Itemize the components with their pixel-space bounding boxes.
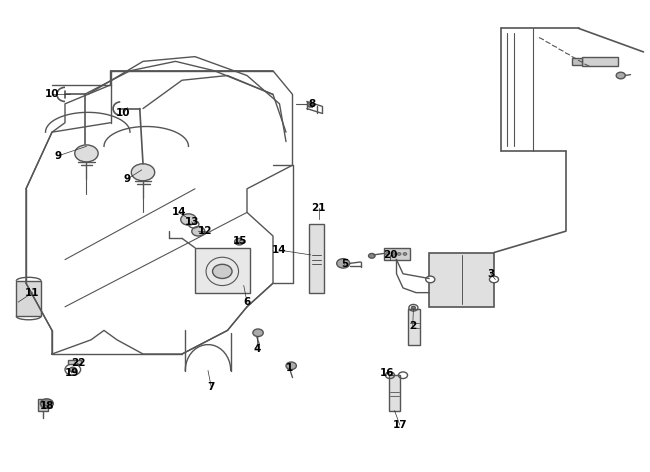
Circle shape xyxy=(397,253,401,255)
Circle shape xyxy=(181,214,196,225)
Text: 9: 9 xyxy=(124,174,130,185)
Text: 2: 2 xyxy=(409,320,417,331)
Circle shape xyxy=(131,164,155,181)
Text: 4: 4 xyxy=(253,344,261,354)
Text: 9: 9 xyxy=(55,151,62,161)
Text: 16: 16 xyxy=(380,368,394,378)
Circle shape xyxy=(369,253,375,258)
Circle shape xyxy=(213,264,232,278)
Bar xyxy=(582,57,618,66)
Text: 19: 19 xyxy=(64,368,79,378)
Text: 3: 3 xyxy=(487,269,495,279)
Text: 11: 11 xyxy=(25,287,40,298)
Text: 14: 14 xyxy=(172,207,186,218)
Circle shape xyxy=(253,329,263,337)
Text: 14: 14 xyxy=(272,245,287,255)
Circle shape xyxy=(235,238,244,245)
Circle shape xyxy=(489,276,499,283)
Circle shape xyxy=(337,259,350,268)
Text: 20: 20 xyxy=(383,250,397,260)
Text: 17: 17 xyxy=(393,420,407,430)
Circle shape xyxy=(192,227,205,236)
Text: 10: 10 xyxy=(45,89,59,100)
Bar xyxy=(309,224,324,293)
Bar xyxy=(68,360,81,364)
Circle shape xyxy=(403,253,407,255)
Circle shape xyxy=(75,145,98,162)
Text: 6: 6 xyxy=(243,297,251,307)
Circle shape xyxy=(40,399,53,408)
Circle shape xyxy=(616,72,625,79)
Circle shape xyxy=(391,253,395,255)
Bar xyxy=(389,375,400,411)
Circle shape xyxy=(286,362,296,370)
Bar xyxy=(384,248,410,260)
Bar xyxy=(16,281,41,316)
Text: 8: 8 xyxy=(308,99,316,109)
Text: 7: 7 xyxy=(207,382,215,392)
Text: 13: 13 xyxy=(185,217,199,227)
Text: 22: 22 xyxy=(71,358,85,369)
Text: 21: 21 xyxy=(311,202,326,213)
Bar xyxy=(429,253,494,307)
Text: 1: 1 xyxy=(285,363,293,373)
Circle shape xyxy=(411,306,415,309)
Bar xyxy=(408,309,420,345)
Bar xyxy=(38,399,48,411)
Text: 12: 12 xyxy=(198,226,212,236)
Circle shape xyxy=(70,367,76,372)
Text: 10: 10 xyxy=(116,108,131,118)
Text: 15: 15 xyxy=(233,236,248,246)
Bar xyxy=(195,248,250,293)
Circle shape xyxy=(385,253,389,255)
Bar xyxy=(572,58,582,65)
Circle shape xyxy=(426,276,435,283)
Circle shape xyxy=(307,102,314,107)
Text: 5: 5 xyxy=(341,259,348,270)
Text: 18: 18 xyxy=(40,401,54,411)
